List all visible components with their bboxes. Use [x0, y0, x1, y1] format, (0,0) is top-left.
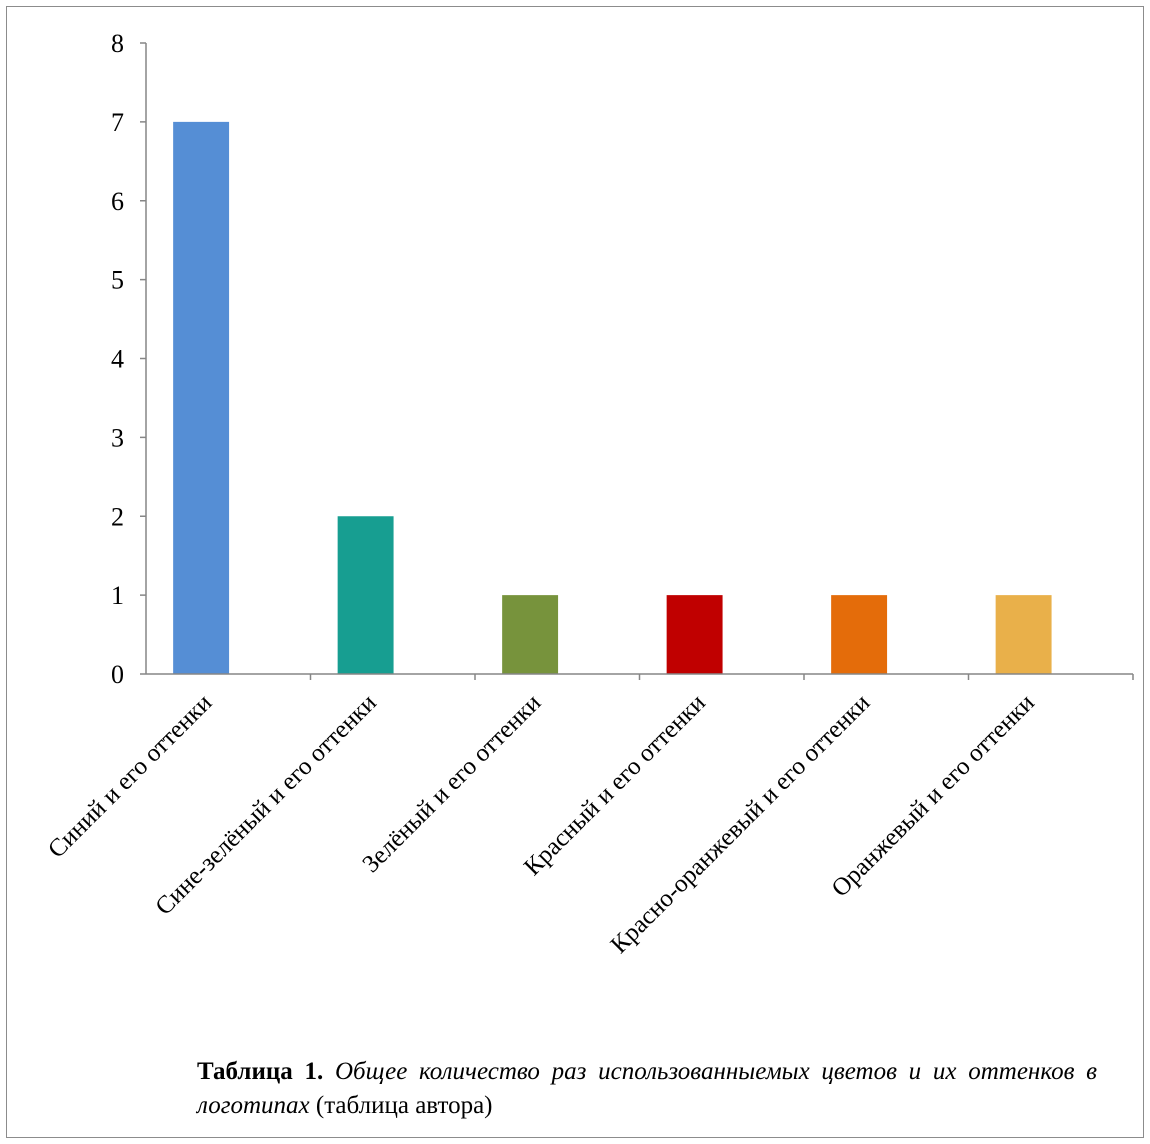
- bar: [502, 595, 559, 674]
- bar: [337, 516, 394, 674]
- y-tick-label: 2: [111, 502, 124, 531]
- x-tick-label: Зелёный и его оттенки: [357, 689, 546, 878]
- y-tick-label: 6: [111, 187, 124, 216]
- bar: [666, 595, 723, 674]
- x-tick-label: Синий и его оттенки: [43, 689, 217, 863]
- bar-chart: 0 1 2 3 4 5 6 7 8 Синий и его оттенкиСине-зелёны…: [43, 29, 1134, 959]
- y-axis: 0 1 2 3 4 5 6 7 8: [111, 29, 147, 689]
- figure-frame: 0 1 2 3 4 5 6 7 8 Синий и его оттенки Сине-зелёны…: [6, 6, 1144, 1138]
- bars: [173, 121, 1052, 674]
- caption-text: Общее количество раз использованныемых ц…: [197, 1058, 1097, 1119]
- y-tick-label: 3: [111, 423, 124, 452]
- y-tick-label: 7: [111, 108, 124, 137]
- x-tick-label: Красно-оранжевый и его оттенки: [606, 689, 876, 959]
- y-tick-label: 4: [111, 345, 124, 374]
- y-tick-label: 1: [111, 581, 124, 610]
- caption-label: Таблица 1.: [197, 1058, 324, 1085]
- y-tick-label: 8: [111, 29, 124, 58]
- caption-source: (таблица автора): [315, 1092, 493, 1119]
- y-tick-label: 5: [111, 266, 124, 295]
- bar: [173, 121, 230, 674]
- figure-caption: Таблица 1. Общее количество раз использо…: [197, 1055, 1097, 1123]
- bar: [831, 595, 888, 674]
- x-axis: [146, 673, 1134, 680]
- bar: [995, 595, 1052, 674]
- x-tick-label: Красный и его оттенки: [519, 689, 711, 881]
- y-tick-label: 0: [111, 660, 124, 689]
